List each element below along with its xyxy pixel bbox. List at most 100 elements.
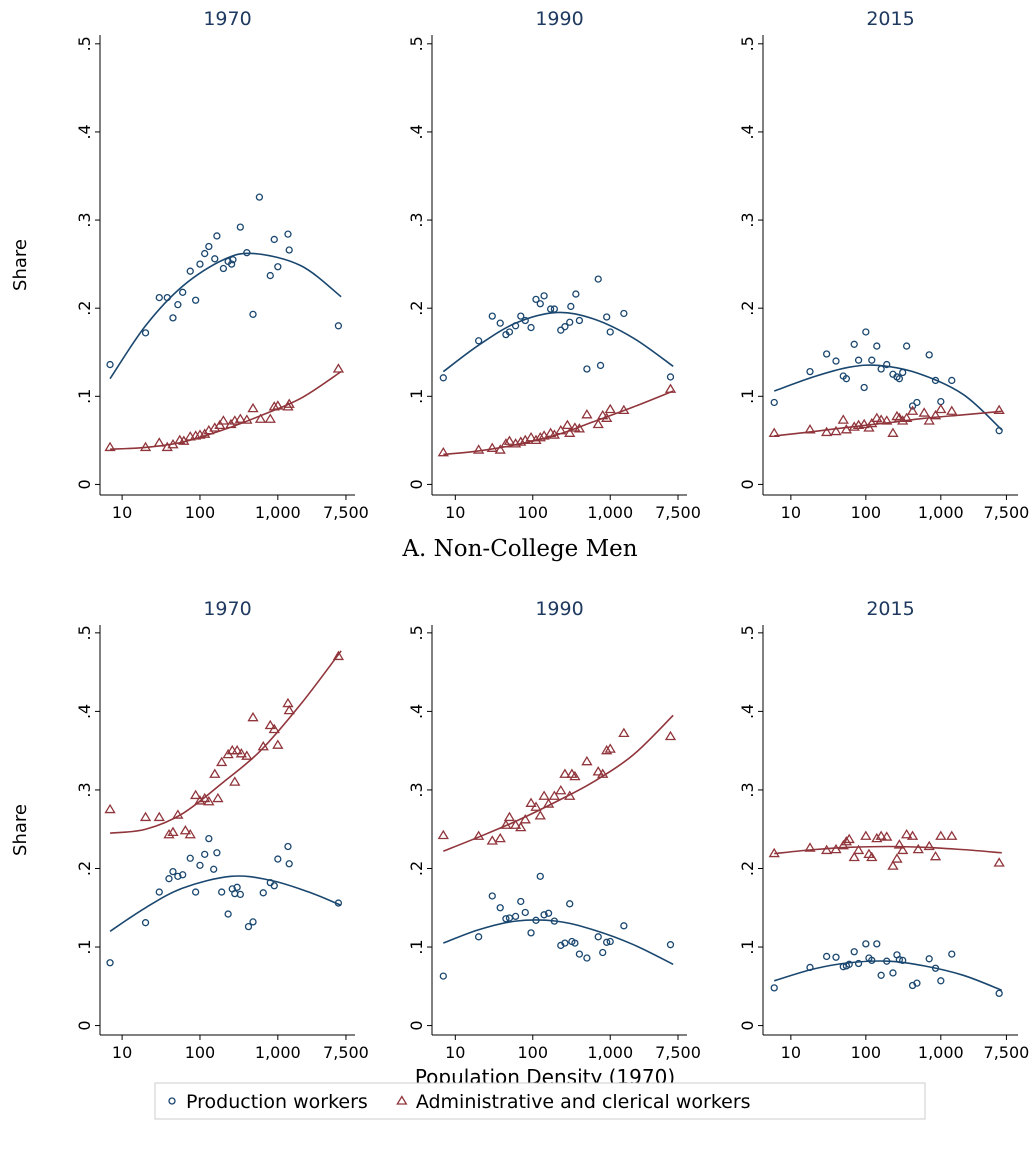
circle-marker	[854, 959, 863, 968]
circle-marker	[594, 275, 602, 283]
triangle-marker	[189, 789, 202, 800]
triangle-marker	[906, 405, 919, 415]
circle-marker	[925, 351, 933, 359]
circle-marker	[770, 984, 778, 992]
triangle-marker	[918, 407, 930, 417]
circle-marker	[854, 356, 863, 364]
triangle-marker	[538, 790, 550, 800]
circle-marker	[201, 850, 209, 858]
circle-marker	[521, 316, 529, 325]
triangle-marker	[564, 427, 576, 437]
x-tick-label: 1,000	[255, 1043, 301, 1062]
triangle-marker	[231, 744, 243, 755]
fit-curve	[109, 650, 342, 834]
triangle-marker	[153, 811, 165, 822]
circle-marker	[806, 963, 814, 972]
triangle-marker	[268, 401, 280, 411]
triangle-marker	[194, 795, 206, 805]
circle-marker	[550, 917, 559, 925]
circle-marker	[546, 305, 555, 313]
circle-marker	[550, 305, 559, 313]
x-tick-label: 10	[781, 503, 801, 522]
circle-marker	[174, 301, 182, 309]
circle-marker	[995, 427, 1003, 435]
panel-title: 1970	[203, 8, 251, 30]
triangle-marker	[559, 768, 571, 778]
triangle-marker	[332, 650, 345, 661]
y-tick-label: .2	[407, 301, 426, 316]
circle-marker	[474, 337, 483, 345]
y-tick-label: .1	[75, 939, 94, 954]
triangle-marker	[830, 425, 842, 436]
triangle-marker	[923, 840, 935, 851]
triangle-marker	[283, 704, 295, 715]
circle-marker	[899, 368, 907, 377]
circle-marker	[236, 223, 244, 231]
circle-marker	[557, 326, 565, 334]
circle-marker	[832, 357, 840, 365]
triangle-marker	[569, 770, 581, 781]
triangle-marker	[214, 419, 226, 430]
triangle-marker	[534, 431, 546, 442]
x-tick-label: 100	[851, 1043, 882, 1062]
y-tick-label: .5	[75, 625, 94, 640]
triangle-marker	[906, 830, 919, 840]
panel-title: 2015	[866, 598, 914, 620]
fit-curve	[443, 714, 674, 852]
triangle-marker	[217, 415, 230, 425]
circle-marker	[274, 263, 282, 271]
x-tick-label: 7,500	[323, 1043, 369, 1062]
x-tick-label: 1,000	[587, 1043, 633, 1062]
fit-curve	[110, 370, 342, 450]
circle-marker	[218, 888, 226, 896]
x-tick-label: 1,000	[918, 1043, 964, 1062]
x-tick-label: 100	[185, 1043, 216, 1062]
y-tick-label: .4	[738, 124, 757, 139]
circle-marker	[229, 256, 237, 264]
circle-marker	[191, 888, 200, 896]
triangle-marker	[923, 415, 935, 425]
circle-marker	[259, 889, 267, 897]
triangle-marker	[515, 821, 527, 832]
triangle-marker	[509, 819, 522, 829]
triangle-marker	[542, 798, 555, 808]
circle-marker	[937, 397, 945, 406]
circle-marker	[274, 855, 282, 863]
circle-marker	[106, 959, 114, 967]
triangle-marker	[216, 756, 228, 767]
y-tick-label: .1	[738, 939, 757, 954]
circle-marker	[850, 948, 858, 956]
circle-marker	[174, 872, 182, 880]
panel-label: A. Non-College Men	[401, 536, 637, 562]
triangle-marker	[184, 828, 196, 839]
triangle-marker	[573, 423, 586, 433]
circle-marker	[227, 260, 236, 268]
circle-marker	[666, 941, 675, 949]
y-tick-label: .1	[75, 389, 94, 404]
y-tick-label: 0	[407, 479, 426, 489]
y-tick-label: .4	[75, 704, 94, 719]
triangle-marker	[866, 851, 878, 862]
y-tick-label: .3	[75, 212, 94, 227]
triangle-marker	[104, 803, 116, 814]
triangle-marker	[548, 790, 561, 800]
triangle-marker	[664, 383, 677, 393]
circle-marker	[334, 322, 343, 330]
y-tick-label: .4	[407, 124, 426, 139]
circle-marker	[913, 979, 921, 987]
y-tick-label: .5	[75, 36, 94, 51]
triangle-marker	[264, 413, 276, 423]
circle-marker	[474, 933, 483, 941]
triangle-marker	[848, 421, 860, 431]
circle-marker	[517, 897, 525, 906]
y-tick-label: .1	[738, 389, 757, 404]
triangle-marker	[897, 415, 909, 425]
circle-marker	[877, 365, 885, 373]
y-tick-label: .2	[75, 861, 94, 876]
circle-marker	[603, 313, 611, 321]
y-tick-label: .5	[407, 36, 426, 51]
circle-marker	[511, 912, 520, 921]
circle-marker	[845, 960, 853, 968]
triangle-marker	[534, 810, 546, 820]
